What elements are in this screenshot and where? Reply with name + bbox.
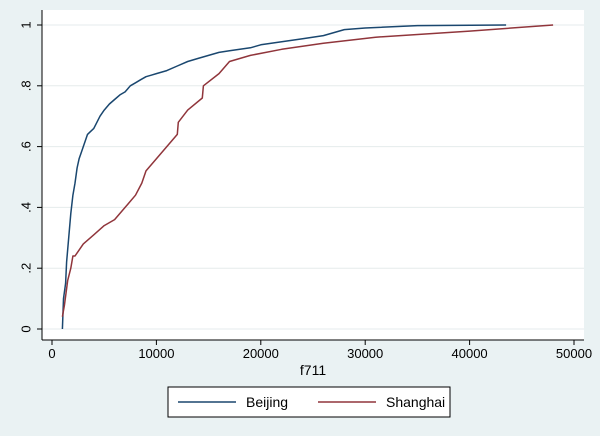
y-axis-ticks: 0 .2 .4 .6 .8 1 xyxy=(18,21,42,333)
y-tick-label-1: .2 xyxy=(18,263,33,274)
series-line-beijing xyxy=(61,24,507,330)
series-lines xyxy=(61,24,554,330)
x-axis-title: f711 xyxy=(300,362,326,378)
legend-label-shanghai: Shanghai xyxy=(386,394,445,410)
x-tick-label-5: 50000 xyxy=(556,346,592,361)
y-tick-label-5: 1 xyxy=(18,21,33,28)
x-axis-ticks: 0 10000 20000 30000 40000 50000 xyxy=(48,340,592,361)
x-tick-label-4: 40000 xyxy=(452,346,488,361)
y-tick-label-2: .4 xyxy=(18,202,33,213)
legend: Beijing Shanghai xyxy=(167,386,451,418)
x-tick-label-0: 0 xyxy=(48,346,55,361)
x-tick-label-2: 20000 xyxy=(243,346,279,361)
plot-area xyxy=(42,10,584,340)
y-tick-label-4: .8 xyxy=(18,80,33,91)
series-line-shanghai xyxy=(61,24,554,317)
y-tick-label-0: 0 xyxy=(18,325,33,332)
y-tick-label-3: .6 xyxy=(18,141,33,152)
legend-label-beijing: Beijing xyxy=(246,394,288,410)
x-tick-label-1: 10000 xyxy=(138,346,174,361)
x-tick-label-3: 30000 xyxy=(347,346,383,361)
